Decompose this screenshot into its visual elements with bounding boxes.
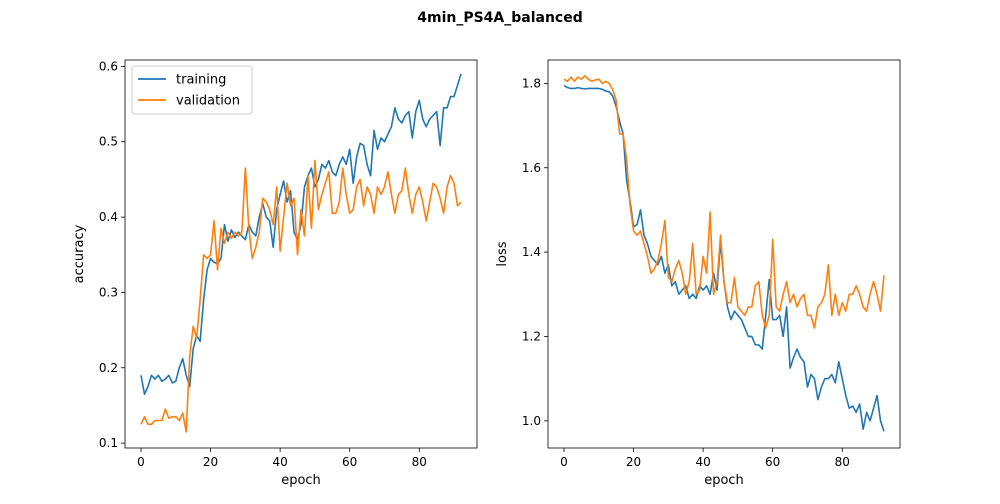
- validation-series-line: [563, 75, 885, 329]
- x-tick-label: 20: [203, 455, 218, 469]
- axes-frame: [547, 59, 901, 449]
- y-tick-label: 1.4: [522, 245, 541, 259]
- x-tick-label: 20: [626, 455, 641, 469]
- y-axis-label: loss: [495, 241, 510, 266]
- x-axis-label: epoch: [281, 473, 321, 488]
- legend-label-validation: validation: [176, 94, 240, 109]
- y-tick-label: 1.8: [522, 76, 541, 90]
- y-tick-label: 0.5: [99, 135, 118, 149]
- y-tick-label: 1.0: [522, 414, 541, 428]
- training-series-line: [140, 73, 462, 395]
- validation-series-line: [140, 159, 462, 433]
- x-tick-label: 60: [342, 455, 357, 469]
- y-tick-label: 0.2: [99, 361, 118, 375]
- y-tick-label: 0.4: [99, 210, 118, 224]
- x-tick-label: 60: [765, 455, 780, 469]
- y-axis-label: accuracy: [72, 224, 87, 283]
- legend-label-training: training: [176, 73, 226, 88]
- x-axis-label: epoch: [704, 473, 744, 488]
- y-tick-label: 0.6: [99, 59, 118, 73]
- x-tick-label: 80: [835, 455, 850, 469]
- y-tick-label: 1.6: [522, 161, 541, 175]
- x-tick-label: 0: [560, 455, 568, 469]
- loss-chart-panel: 0 20 40 60 80 1.0 1.2 1.4 1.6 1.8 epoch loss: [495, 59, 901, 488]
- y-tick-label: 0.1: [99, 436, 118, 450]
- y-tick-label: 1.2: [522, 329, 541, 343]
- x-tick-label: 40: [272, 455, 287, 469]
- accuracy-chart-panel: 0 20 40 60 80 0.1 0.2 0.3 0.4 0.5 0.6 epoch accuracy…: [72, 59, 478, 488]
- x-tick-label: 0: [137, 455, 145, 469]
- figure-title: 4min_PS4A_balanced: [417, 10, 583, 26]
- y-tick-label: 0.3: [99, 285, 118, 299]
- x-tick-label: 80: [412, 455, 427, 469]
- training-series-line: [563, 84, 885, 432]
- axes-frame: [124, 59, 478, 449]
- x-tick-label: 40: [695, 455, 710, 469]
- legend-box: [131, 65, 253, 115]
